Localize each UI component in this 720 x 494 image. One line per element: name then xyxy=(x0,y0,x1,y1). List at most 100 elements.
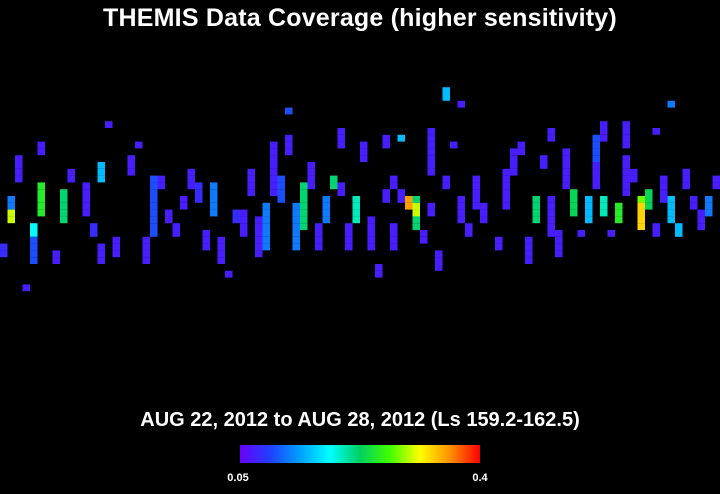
coverage-cell xyxy=(570,209,578,217)
coverage-cell xyxy=(150,175,158,183)
coverage-cell xyxy=(255,216,263,224)
coverage-cell xyxy=(7,202,15,210)
coverage-cell xyxy=(660,196,668,203)
coverage-cell xyxy=(262,202,270,210)
coverage-cell xyxy=(412,209,420,217)
colorbar xyxy=(240,445,480,463)
coverage-cell xyxy=(480,209,488,217)
coverage-cell xyxy=(547,216,555,224)
coverage-cell xyxy=(240,230,248,237)
coverage-cell xyxy=(562,182,570,190)
coverage-cell xyxy=(262,216,270,224)
coverage-cell xyxy=(187,182,195,190)
coverage-cell xyxy=(210,189,218,196)
coverage-cell xyxy=(652,223,660,230)
coverage-cell xyxy=(600,196,608,203)
coverage-cell xyxy=(442,175,450,183)
coverage-cell xyxy=(232,216,240,224)
coverage-cell xyxy=(622,141,630,149)
coverage-cell xyxy=(592,182,600,190)
coverage-cell xyxy=(97,175,105,183)
coverage-cell xyxy=(37,182,45,190)
coverage-cell xyxy=(60,196,68,203)
coverage-cell xyxy=(255,230,263,237)
coverage-cell xyxy=(322,196,330,203)
coverage-cell xyxy=(30,236,38,244)
coverage-cell xyxy=(150,223,158,230)
coverage-cell xyxy=(270,168,278,176)
coverage-cell xyxy=(480,216,488,224)
coverage-cell xyxy=(592,141,600,149)
coverage-cell xyxy=(247,168,255,176)
coverage-cell xyxy=(427,202,435,210)
coverage-cell xyxy=(142,257,150,264)
coverage-cell xyxy=(592,162,600,169)
coverage-cell xyxy=(682,175,690,183)
coverage-cell xyxy=(495,243,503,251)
coverage-cell xyxy=(82,209,90,217)
coverage-cell xyxy=(427,128,435,135)
colorbar-max-label: 0.4 xyxy=(472,472,488,484)
coverage-cell xyxy=(112,243,120,251)
coverage-cell xyxy=(270,155,278,162)
coverage-cell xyxy=(547,209,555,217)
coverage-cell xyxy=(135,141,143,149)
coverage-cell xyxy=(622,121,630,128)
coverage-cell xyxy=(562,162,570,169)
coverage-cell xyxy=(210,182,218,190)
coverage-cell xyxy=(232,209,240,217)
coverage-cell xyxy=(502,175,510,183)
coverage-cell xyxy=(285,148,293,156)
coverage-cell xyxy=(705,202,713,210)
coverage-cell xyxy=(435,257,443,264)
coverage-cell xyxy=(300,209,308,217)
coverage-cell xyxy=(645,189,653,196)
coverage-cell xyxy=(675,230,683,237)
coverage-cell xyxy=(187,168,195,176)
coverage-cell xyxy=(420,230,428,237)
coverage-cell xyxy=(547,202,555,210)
coverage-cell xyxy=(105,121,113,128)
coverage-cell xyxy=(255,243,263,251)
coverage-cell xyxy=(510,148,518,156)
coverage-cell xyxy=(412,196,420,203)
coverage-cell xyxy=(157,182,165,190)
coverage-cell xyxy=(285,107,293,115)
coverage-cell xyxy=(262,209,270,217)
coverage-cell xyxy=(97,162,105,169)
coverage-cell xyxy=(345,230,353,237)
coverage-cell xyxy=(292,209,300,217)
coverage-cell xyxy=(60,202,68,210)
coverage-cell xyxy=(525,236,533,244)
coverage-cell xyxy=(465,230,473,237)
coverage-cell xyxy=(37,148,45,156)
coverage-cell xyxy=(592,148,600,156)
coverage-cell xyxy=(292,243,300,251)
coverage-cell xyxy=(592,168,600,176)
coverage-cell xyxy=(165,209,173,217)
coverage-cell xyxy=(150,202,158,210)
coverage-cell xyxy=(7,196,15,203)
coverage-cell xyxy=(277,175,285,183)
coverage-cell xyxy=(622,134,630,142)
coverage-cell xyxy=(517,148,525,156)
coverage-cell xyxy=(307,168,315,176)
coverage-cell xyxy=(427,155,435,162)
coverage-cell xyxy=(277,196,285,203)
coverage-cell xyxy=(172,223,180,230)
coverage-cell xyxy=(300,182,308,190)
coverage-cell xyxy=(472,182,480,190)
coverage-cell xyxy=(712,182,720,190)
coverage-cell xyxy=(67,168,75,176)
coverage-cell xyxy=(82,182,90,190)
coverage-cell xyxy=(367,236,375,244)
coverage-cell xyxy=(502,202,510,210)
coverage-cell xyxy=(390,175,398,183)
coverage-cell xyxy=(337,128,345,135)
coverage-cell xyxy=(615,202,623,210)
coverage-cell xyxy=(510,162,518,169)
coverage-cell xyxy=(690,202,698,210)
coverage-cell xyxy=(345,243,353,251)
coverage-cell xyxy=(547,196,555,203)
coverage-cell xyxy=(315,223,323,230)
